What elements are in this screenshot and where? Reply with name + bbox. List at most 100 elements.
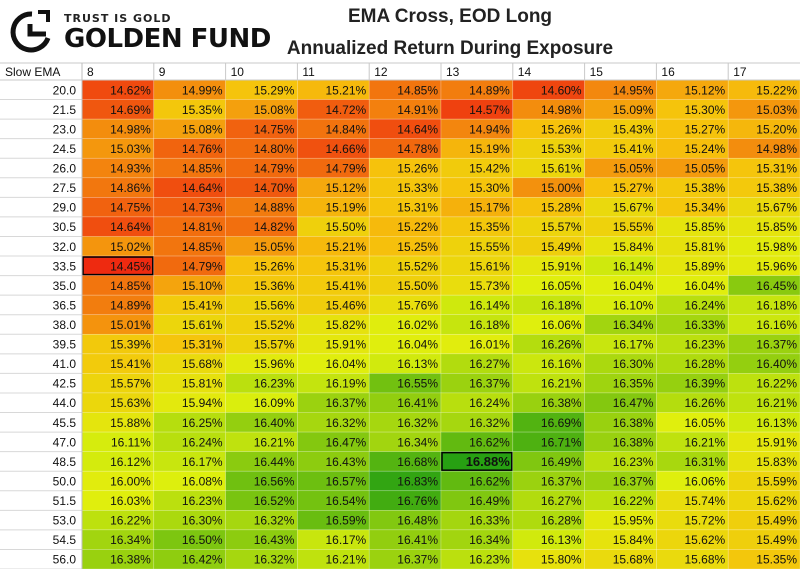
cell-value-label: 16.43% <box>325 455 366 469</box>
cell-value-label: 14.70% <box>254 181 295 195</box>
cell-value-label: 15.22% <box>397 220 438 234</box>
max-highlight-box <box>441 451 513 471</box>
row-label: 54.5 <box>53 533 77 547</box>
cell-value-label: 15.91% <box>325 338 366 352</box>
brand-tagline: TRUST IS GOLD <box>64 12 172 25</box>
cell-value-label: 16.43% <box>254 533 295 547</box>
cell-value-label: 15.49% <box>541 240 582 254</box>
cell-value-label: 14.82% <box>254 220 295 234</box>
row-label: 56.0 <box>53 553 77 567</box>
cell-value-label: 16.88% <box>466 454 511 469</box>
cell-value-label: 16.24% <box>182 435 223 449</box>
cell-value-label: 16.01% <box>469 338 510 352</box>
cell-value-label: 16.16% <box>756 318 797 332</box>
cell-value-label: 15.17% <box>469 201 510 215</box>
cell-value-label: 14.45% <box>110 259 151 273</box>
column-header-label: 11 <box>302 65 315 79</box>
cell-value-label: 15.21% <box>325 240 366 254</box>
row-label: 20.0 <box>53 83 77 97</box>
min-highlight-box <box>82 256 154 276</box>
cell-value-label: 14.66% <box>325 142 366 156</box>
cell-value-label: 16.38% <box>110 553 151 567</box>
column-header-label: 12 <box>374 65 388 79</box>
column-header-label: 9 <box>159 65 166 79</box>
cell-value-label: 15.61% <box>469 259 510 273</box>
cell-value-label: 16.45% <box>756 279 797 293</box>
cell-value-label: 14.73% <box>182 201 223 215</box>
cell-value-label: 16.38% <box>613 435 654 449</box>
cell-value-label: 15.68% <box>613 553 654 567</box>
cell-value-label: 16.69% <box>541 416 582 430</box>
row-label: 35.0 <box>53 279 77 293</box>
cell-value-label: 14.99% <box>182 83 223 97</box>
cell-value-label: 16.27% <box>541 494 582 508</box>
brand-logo: TRUST IS GOLD GOLDEN FUND <box>6 6 271 58</box>
cell-value-label: 15.85% <box>756 220 797 234</box>
cell-value-label: 16.24% <box>684 298 725 312</box>
cell-value-label: 15.81% <box>684 240 725 254</box>
cell-value-label: 14.79% <box>182 259 223 273</box>
cell-value-label: 15.42% <box>469 162 510 176</box>
cell-value-label: 15.09% <box>613 103 654 117</box>
row-label: 38.0 <box>53 318 77 332</box>
cell-value-label: 15.34% <box>684 201 725 215</box>
cell-value-label: 15.12% <box>684 83 725 97</box>
cell-value-label: 16.18% <box>541 298 582 312</box>
cell-value-label: 14.85% <box>182 162 223 176</box>
cell-value-label: 16.22% <box>756 377 797 391</box>
cell-value-label: 15.12% <box>325 181 366 195</box>
column-header-label: 15 <box>590 65 604 79</box>
cell-value-label: 16.14% <box>613 259 654 273</box>
cell-value-label: 14.98% <box>756 142 797 156</box>
cell-value-label: 14.86% <box>110 181 151 195</box>
cell-value-label: 14.85% <box>182 240 223 254</box>
cell-value-label: 16.48% <box>397 514 438 528</box>
cell-value-label: 16.30% <box>182 514 223 528</box>
cell-value-label: 15.22% <box>756 83 797 97</box>
row-label: 50.0 <box>53 474 77 488</box>
cell-value-label: 15.41% <box>182 298 223 312</box>
cell-value-label: 16.05% <box>684 416 725 430</box>
row-label: 41.0 <box>53 357 77 371</box>
cell-value-label: 16.19% <box>325 377 366 391</box>
cell-value-label: 16.06% <box>541 318 582 332</box>
cell-value-label: 15.36% <box>254 279 295 293</box>
cell-value-label: 15.27% <box>684 122 725 136</box>
row-label: 53.0 <box>53 514 77 528</box>
cell-value-label: 15.57% <box>254 338 295 352</box>
cell-value-label: 15.41% <box>613 142 654 156</box>
cell-value-label: 14.81% <box>182 220 223 234</box>
cell-value-label: 14.89% <box>110 298 151 312</box>
cell-value-label: 15.03% <box>756 103 797 117</box>
cell-value-label: 16.23% <box>613 455 654 469</box>
column-header-label: 8 <box>87 65 94 79</box>
cell-value-label: 16.32% <box>325 416 366 430</box>
cell-value-label: 15.68% <box>182 357 223 371</box>
cell-value-label: 15.76% <box>397 298 438 312</box>
column-header-label: 14 <box>518 65 532 79</box>
heatmap-cell <box>584 138 657 159</box>
heatmap-cell <box>727 549 800 569</box>
cell-value-label: 16.28% <box>541 514 582 528</box>
cell-value-label: 16.40% <box>756 357 797 371</box>
chart-title: EMA Cross, EOD Long <box>347 6 553 27</box>
cell-value-label: 16.13% <box>397 357 438 371</box>
row-label: 47.0 <box>53 435 77 449</box>
heatmap-cell <box>727 138 800 159</box>
cell-value-label: 14.72% <box>325 103 366 117</box>
cell-value-label: 15.41% <box>110 357 151 371</box>
cell-value-label: 14.64% <box>110 220 151 234</box>
cell-value-label: 16.26% <box>684 396 725 410</box>
cell-value-label: 14.98% <box>110 122 151 136</box>
cell-value-label: 15.61% <box>541 162 582 176</box>
row-label: 51.5 <box>53 494 77 508</box>
cell-value-label: 15.52% <box>254 318 295 332</box>
cell-value-label: 15.74% <box>684 494 725 508</box>
row-label: 32.0 <box>53 240 77 254</box>
cell-value-label: 16.41% <box>397 396 438 410</box>
cell-value-label: 15.31% <box>397 201 438 215</box>
cell-value-label: 16.03% <box>110 494 151 508</box>
cell-value-label: 15.81% <box>182 377 223 391</box>
cell-value-label: 16.22% <box>110 514 151 528</box>
cell-value-label: 16.68% <box>397 455 438 469</box>
